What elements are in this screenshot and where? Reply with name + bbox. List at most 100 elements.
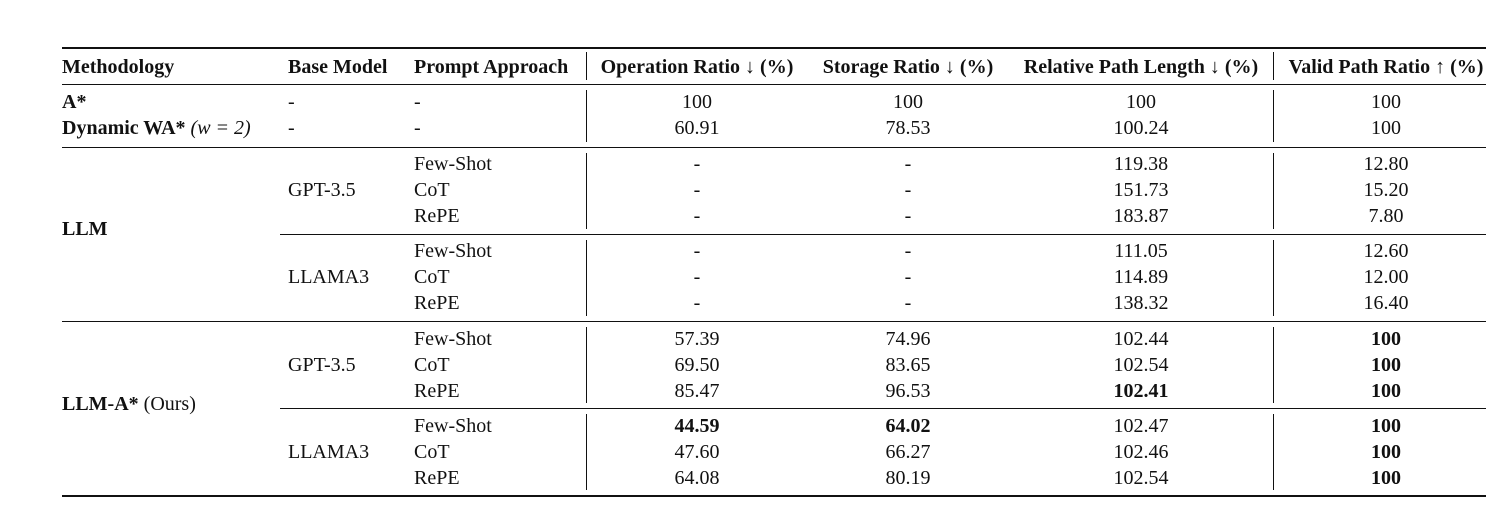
path-ours-gpt35-fewshot: 102.44: [1113, 328, 1169, 350]
method-llm-astar-name: LLM-A*: [62, 393, 139, 415]
op-astar: 100: [682, 91, 712, 113]
header-base-model: Base Model: [288, 56, 388, 78]
storage-ours-gpt35-cot: 83.65: [885, 354, 931, 376]
prompt-ours-llama3-cot: CoT: [414, 441, 450, 463]
path-llm-gpt35-repe: 183.87: [1113, 205, 1169, 227]
valid-llm-llama3-repe: 16.40: [1363, 292, 1409, 314]
path-llm-llama3-cot: 114.89: [1113, 266, 1169, 288]
body-separator-2b: [1273, 153, 1274, 229]
header-prompt-approach: Prompt Approach: [414, 56, 569, 78]
storage-ours-gpt35-fewshot: 74.96: [885, 328, 931, 350]
header-bottom-rule: [62, 84, 1486, 85]
llm-bottom-rule: [62, 321, 1486, 322]
op-llm-llama3-cot: -: [693, 266, 701, 288]
storage-ours-gpt35-repe: 96.53: [885, 380, 931, 402]
header-methodology: Methodology: [62, 56, 175, 78]
path-astar: 100: [1126, 91, 1156, 113]
body-separator-2a: [1273, 90, 1274, 142]
storage-llm-gpt35-fewshot: -: [904, 153, 912, 175]
method-dynamic-wastar-name: Dynamic WA*: [62, 117, 186, 139]
base-llm-gpt35: GPT-3.5: [288, 179, 356, 201]
prompt-ours-gpt35-repe: RePE: [414, 380, 460, 402]
op-ours-llama3-cot: 47.60: [674, 441, 720, 463]
path-dynamic-wastar: 100.24: [1113, 117, 1169, 139]
header-separator-1: [586, 52, 587, 80]
base-astar: -: [288, 91, 295, 113]
method-astar: A*: [62, 91, 87, 113]
method-llm-astar-suffix: (Ours): [143, 393, 196, 415]
prompt-ours-gpt35-cot: CoT: [414, 354, 450, 376]
method-llm-astar: LLM-A* (Ours): [62, 392, 196, 416]
base-llm-llama3: LLAMA3: [288, 266, 370, 288]
valid-ours-llama3-repe: 100: [1371, 467, 1401, 489]
llm-gpt-llama-rule: [280, 234, 1486, 235]
prompt-ours-llama3-fewshot: Few-Shot: [414, 415, 492, 437]
storage-llm-llama3-fewshot: -: [904, 240, 912, 262]
op-ours-llama3-repe: 64.08: [674, 467, 720, 489]
path-ours-llama3-repe: 102.54: [1113, 467, 1169, 489]
path-ours-llama3-fewshot: 102.47: [1113, 415, 1169, 437]
op-ours-gpt35-fewshot: 57.39: [674, 328, 720, 350]
storage-llm-llama3-cot: -: [904, 266, 912, 288]
storage-llm-gpt35-repe: -: [904, 205, 912, 227]
path-ours-gpt35-cot: 102.54: [1113, 354, 1169, 376]
prompt-llm-gpt35-repe: RePE: [414, 205, 460, 227]
op-ours-llama3-fewshot: 44.59: [674, 415, 720, 437]
prompt-llm-llama3-repe: RePE: [414, 292, 460, 314]
valid-llm-gpt35-fewshot: 12.80: [1363, 153, 1409, 175]
storage-ours-llama3-fewshot: 64.02: [885, 415, 931, 437]
table-bottom-rule: [62, 495, 1486, 497]
prompt-llm-gpt35-cot: CoT: [414, 179, 450, 201]
header-operation-ratio: Operation Ratio ↓ (%): [600, 56, 794, 78]
header-storage-ratio: Storage Ratio ↓ (%): [822, 56, 994, 78]
header-valid-path-ratio: Valid Path Ratio ↑ (%): [1288, 56, 1484, 78]
storage-llm-llama3-repe: -: [904, 292, 912, 314]
prompt-llm-llama3-fewshot: Few-Shot: [414, 240, 492, 262]
baseline-bottom-rule: [62, 147, 1486, 148]
path-llm-gpt35-fewshot: 119.38: [1113, 153, 1169, 175]
prompt-astar: -: [414, 91, 421, 113]
path-llm-llama3-fewshot: 111.05: [1114, 240, 1168, 262]
valid-ours-gpt35-repe: 100: [1371, 380, 1401, 402]
valid-ours-gpt35-cot: 100: [1371, 354, 1401, 376]
method-dynamic-wastar-param: (w = 2): [190, 117, 251, 139]
op-ours-gpt35-repe: 85.47: [674, 380, 720, 402]
valid-ours-gpt35-fewshot: 100: [1371, 328, 1401, 350]
prompt-dynamic-wastar: -: [414, 117, 421, 139]
method-dynamic-wastar: Dynamic WA* (w = 2): [62, 116, 251, 140]
storage-llm-gpt35-cot: -: [904, 179, 912, 201]
body-separator-2e: [1273, 414, 1274, 490]
storage-astar: 100: [893, 91, 923, 113]
storage-ours-llama3-repe: 80.19: [885, 467, 931, 489]
body-separator-1d: [586, 327, 587, 403]
op-llm-gpt35-fewshot: -: [693, 153, 701, 175]
body-separator-1e: [586, 414, 587, 490]
body-separator-1c: [586, 240, 587, 316]
body-separator-2c: [1273, 240, 1274, 316]
prompt-ours-gpt35-fewshot: Few-Shot: [414, 328, 492, 350]
path-llm-gpt35-cot: 151.73: [1113, 179, 1169, 201]
base-dynamic-wastar: -: [288, 117, 295, 139]
body-separator-2d: [1273, 327, 1274, 403]
path-ours-llama3-cot: 102.46: [1113, 441, 1169, 463]
prompt-llm-llama3-cot: CoT: [414, 266, 450, 288]
op-llm-gpt35-repe: -: [693, 205, 701, 227]
op-llm-llama3-fewshot: -: [693, 240, 701, 262]
method-llm: LLM: [62, 218, 108, 240]
body-separator-1a: [586, 90, 587, 142]
path-llm-llama3-repe: 138.32: [1113, 292, 1169, 314]
storage-ours-llama3-cot: 66.27: [885, 441, 931, 463]
header-relative-path-length: Relative Path Length ↓ (%): [1023, 56, 1259, 78]
prompt-llm-gpt35-fewshot: Few-Shot: [414, 153, 492, 175]
storage-dynamic-wastar: 78.53: [885, 117, 931, 139]
valid-llm-llama3-cot: 12.00: [1363, 266, 1409, 288]
header-separator-2: [1273, 52, 1274, 80]
table-top-rule: [62, 47, 1486, 49]
valid-dynamic-wastar: 100: [1371, 117, 1401, 139]
op-llm-gpt35-cot: -: [693, 179, 701, 201]
valid-ours-llama3-cot: 100: [1371, 441, 1401, 463]
valid-llm-gpt35-cot: 15.20: [1363, 179, 1409, 201]
op-llm-llama3-repe: -: [693, 292, 701, 314]
valid-llm-llama3-fewshot: 12.60: [1363, 240, 1409, 262]
prompt-ours-llama3-repe: RePE: [414, 467, 460, 489]
